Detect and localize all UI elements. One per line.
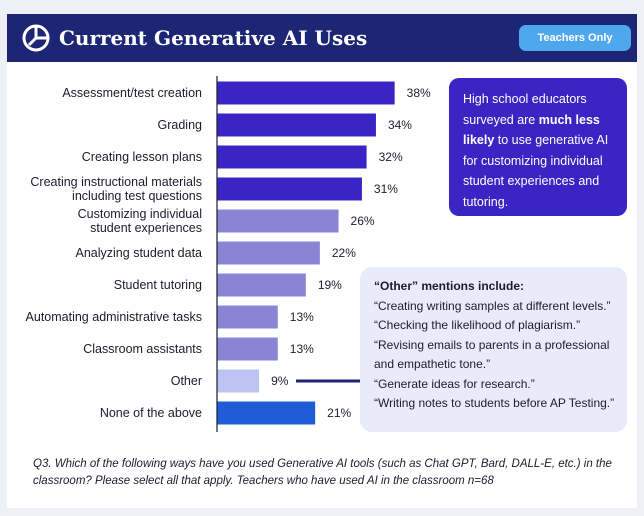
category-label: Assessment/test creation [62,86,202,100]
other-mentions-box: “Other” mentions include: “Creating writ… [360,267,627,432]
other-mention-item: “Creating writing samples at different l… [374,298,611,313]
other-mention-item: and empathetic tone.” [374,357,491,371]
category-label: Student tutoring [114,278,202,292]
category-label: Creating instructional materials includin… [30,175,202,203]
category-label: Customizing individual student experience… [78,207,202,235]
other-mention-item: “Writing notes to students before AP Tes… [374,396,615,410]
category-label: Analyzing student data [76,246,203,260]
bar-value-label: 38% [407,86,431,100]
teachers-only-badge[interactable]: Teachers Only [519,25,631,51]
category-label: None of the above [100,406,202,420]
bar [217,241,320,265]
callout-text-after: to use generative AI for customizing ind… [463,133,609,209]
header-bar: Current Generative AI Uses Teachers Only [7,14,637,62]
logo-icon [22,24,50,52]
bar [217,273,306,297]
bar-value-label: 22% [332,246,356,260]
bar [217,81,395,105]
bar [217,369,260,393]
category-label: Automating administrative tasks [26,310,202,324]
bar-value-label: 32% [379,150,403,164]
survey-footnote: Q3. Which of the following ways have you… [33,458,612,487]
bar-value-label: 13% [290,310,314,324]
bar [217,145,367,169]
bars-layer: 38% Assessment/test creation 34% Grading 32%… [26,81,431,425]
bar-value-label: 34% [388,118,412,132]
bar [217,209,339,233]
other-mention-item: “Checking the likelihood of plagiarism.” [374,318,581,332]
callout-text-before: High school educators surveyed are [463,92,587,127]
other-mention-item: “Revising emails to parents in a profess… [374,337,610,352]
bar [217,177,362,201]
bar-value-label: 9% [271,374,289,388]
other-mentions-heading: “Other” mentions include: [374,279,525,293]
bar-value-label: 19% [318,278,342,292]
bar [217,305,278,329]
callout-text-emphasis: much less likely [463,112,600,148]
educator-callout: High school educators surveyed are much … [449,78,627,216]
other-mention-item: “Generate ideas for research.” [374,376,535,391]
bar-value-label: 31% [374,182,398,196]
category-label: Creating lesson plans [82,150,202,164]
bar [217,337,278,361]
category-label: Other [171,374,202,388]
bar [217,401,316,425]
category-label: Grading [158,118,203,132]
bar-value-label: 21% [327,406,351,420]
category-label: Classroom assistants [83,342,202,356]
bar [217,113,376,137]
page-title: Current Generative AI Uses [59,26,368,50]
bar-value-label: 13% [290,342,314,356]
bar-value-label: 26% [351,214,375,228]
